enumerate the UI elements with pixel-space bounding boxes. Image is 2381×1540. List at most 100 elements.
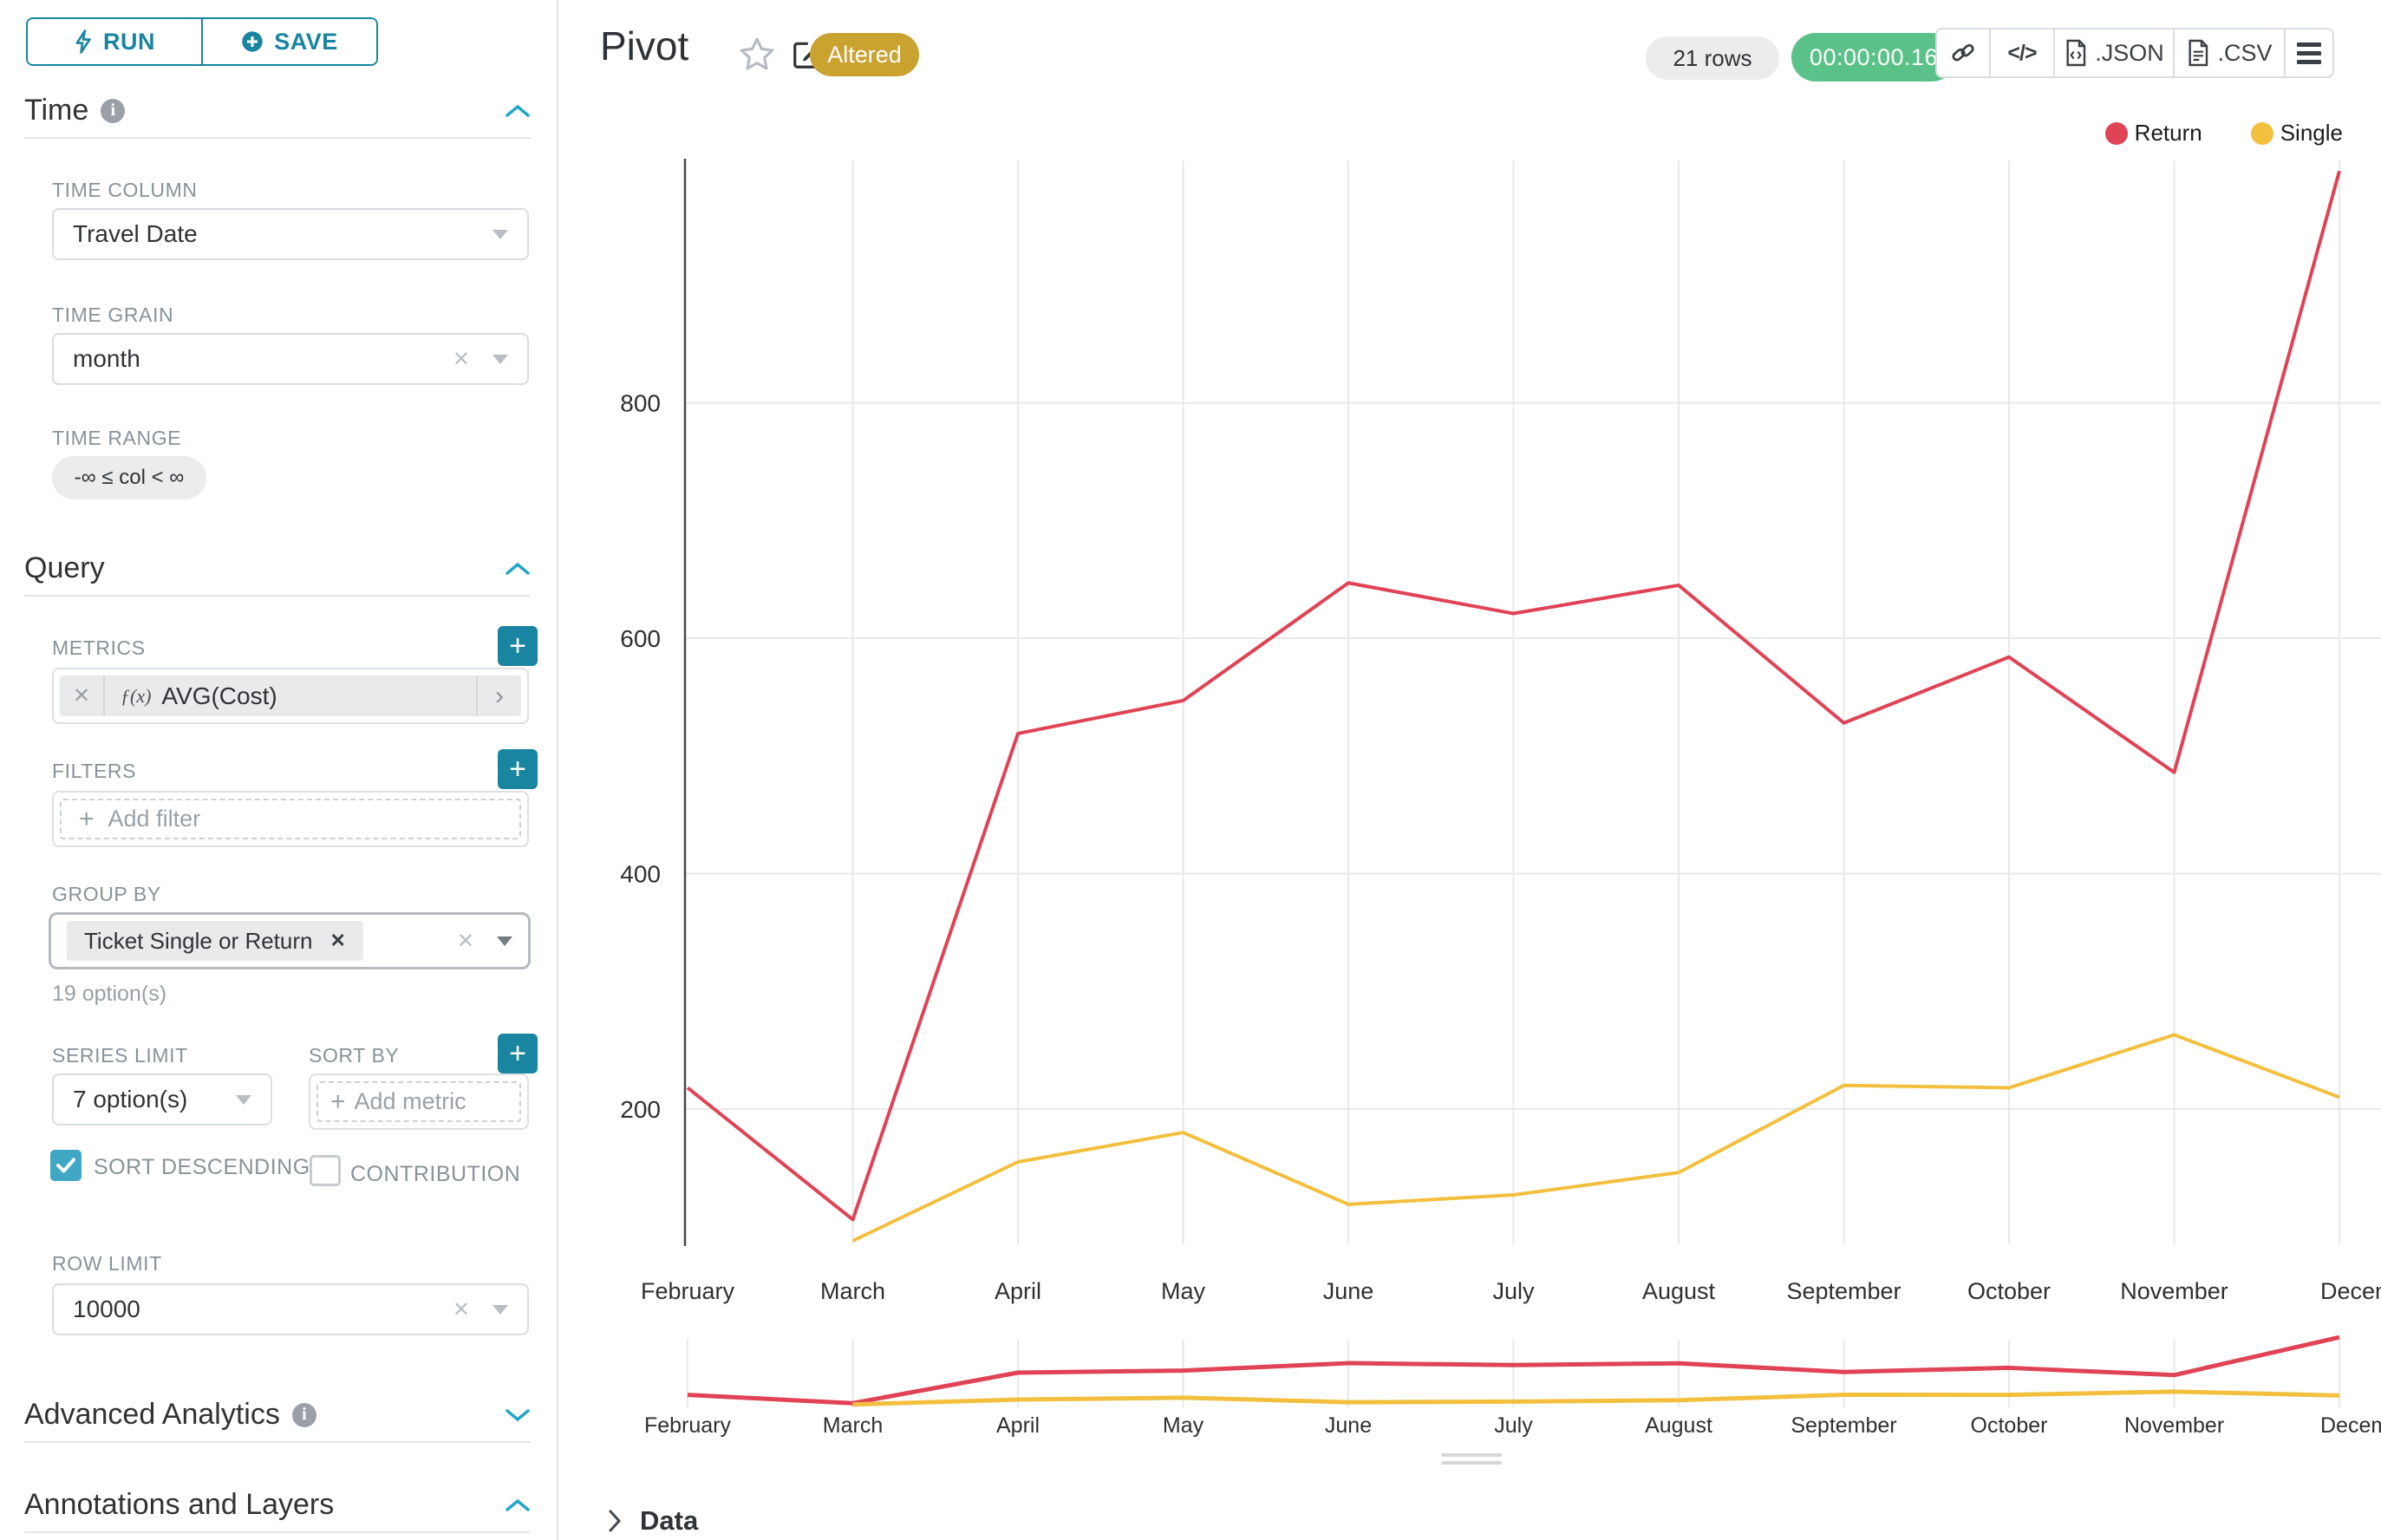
chevron-up-icon[interactable] [505,103,531,119]
query-section-header[interactable]: Query [24,551,531,585]
altered-badge[interactable]: Altered [810,33,919,76]
legend-label: Return [2134,120,2202,146]
view-query-button[interactable]: </> [1989,29,2053,76]
add-metric-button[interactable]: + [498,626,538,666]
legend-label: Single [2280,120,2343,146]
series-limit-label: SERIES LIMIT [52,1044,188,1067]
time-range-value: -∞ ≤ col < ∞ [74,466,185,489]
legend-item[interactable]: Single [2250,120,2343,147]
clear-icon[interactable]: ✕ [452,347,470,371]
chevron-up-icon[interactable] [505,1498,531,1513]
menu-icon [2297,42,2321,64]
add-filter-button[interactable]: + [498,749,538,789]
clear-icon[interactable]: ✕ [456,929,474,953]
remove-chip-icon[interactable]: ✕ [329,930,346,951]
chevron-right-icon[interactable]: › [476,675,521,716]
code-icon: </> [2007,40,2037,65]
plus-circle-icon [242,31,263,52]
divider [24,1531,531,1533]
query-timer-label: 00:00:00.16 [1809,43,1939,70]
clear-icon[interactable]: ✕ [452,1297,470,1321]
time-grain-value: month [73,345,140,372]
export-csv-button[interactable]: .CSV [2173,29,2284,76]
group-by-chip[interactable]: Ticket Single or Return ✕ [67,921,363,961]
svg-text:December: December [2320,1413,2381,1438]
export-json-button[interactable]: .JSON [2053,29,2173,76]
add-filter-dropzone[interactable]: + Add filter [60,799,521,839]
divider [24,137,531,139]
svg-text:April: April [995,1278,1041,1304]
run-save-button-group: RUN SAVE [26,17,378,66]
chevron-up-icon[interactable] [505,561,531,577]
svg-text:800: 800 [620,390,661,417]
advanced-analytics-header[interactable]: Advanced Analytics i [24,1398,531,1432]
save-button[interactable]: SAVE [203,19,376,64]
annotations-title: Annotations and Layers [24,1488,335,1521]
time-range-label: TIME RANGE [52,427,182,449]
svg-text:August: August [1645,1413,1712,1438]
svg-text:July: July [1492,1278,1535,1304]
svg-text:April: April [996,1413,1040,1438]
chart-legend: Return Single [2104,120,2343,147]
time-grain-select[interactable]: month ✕ [52,333,529,385]
metrics-label: METRICS [52,636,146,659]
svg-text:August: August [1642,1278,1716,1304]
metrics-box: ✕ ƒ(x) AVG(Cost) › [52,668,529,724]
add-sort-metric-dropzone[interactable]: + Add metric [316,1081,521,1122]
svg-text:400: 400 [620,860,661,887]
info-icon[interactable]: i [291,1402,316,1427]
filters-box: + Add filter [52,791,529,847]
sort-by-label: SORT BY [309,1044,400,1067]
time-column-select[interactable]: Travel Date [52,208,529,260]
time-column-label: TIME COLUMN [52,179,198,201]
svg-text:October: October [1971,1413,2048,1438]
row-limit-select[interactable]: 10000 ✕ [52,1283,529,1335]
legend-item[interactable]: Return [2104,120,2202,147]
time-column-value: Travel Date [73,220,198,247]
sort-descending-label: SORT DESCENDING [94,1155,310,1179]
chart-title: Pivot [600,23,689,69]
sort-descending-checkbox[interactable] [50,1150,82,1181]
svg-text:September: September [1791,1413,1896,1438]
svg-text:March: March [820,1278,885,1304]
remove-metric-icon[interactable]: ✕ [60,675,105,716]
chevron-down-icon [493,1304,508,1315]
data-panel-label: Data [640,1505,699,1536]
group-by-label: GROUP BY [52,883,161,905]
svg-text:600: 600 [620,625,661,652]
annotations-header[interactable]: Annotations and Layers [24,1488,531,1522]
row-limit-label: ROW LIMIT [52,1252,162,1275]
chevron-down-icon [236,1094,251,1105]
time-grain-label: TIME GRAIN [52,303,174,326]
more-options-button[interactable] [2284,29,2332,76]
share-link-button[interactable] [1937,29,1989,76]
lightning-icon [75,29,91,54]
mini-chart-drag-handle[interactable] [1441,1453,1502,1465]
chevron-right-icon [609,1510,622,1532]
time-range-pill[interactable]: -∞ ≤ col < ∞ [52,456,206,499]
group-by-hint: 19 option(s) [52,982,167,1006]
legend-dot [2250,121,2273,145]
data-panel-toggle[interactable]: Data [607,1505,698,1537]
svg-text:September: September [1786,1278,1901,1304]
advanced-analytics-title: Advanced Analytics [24,1398,280,1431]
chevron-down-icon[interactable] [505,1407,531,1423]
add-sort-metric-button[interactable]: + [498,1034,538,1073]
time-section-title: Time [24,94,89,127]
time-section-header[interactable]: Time i [24,94,531,127]
group-by-select[interactable]: Ticket Single or Return ✕ ✕ [49,912,531,969]
panel-divider[interactable] [557,0,558,1540]
run-button[interactable]: RUN [28,19,203,64]
export-toolbar: </> .JSON .CSV [1935,28,2334,78]
contribution-checkbox[interactable] [310,1155,341,1186]
sort-by-box: + Add metric [309,1073,529,1130]
info-icon[interactable]: i [101,98,126,123]
fx-icon: ƒ(x) [121,684,152,707]
svg-text:March: March [823,1413,883,1438]
line-chart[interactable]: 200 400 600 800 February March April May June Jul… [555,0,2381,1540]
star-icon[interactable] [739,36,775,71]
link-icon [1952,43,1974,62]
metric-chip[interactable]: ✕ ƒ(x) AVG(Cost) › [60,675,521,716]
divider [24,1441,531,1443]
series-limit-select[interactable]: 7 option(s) [52,1073,272,1126]
